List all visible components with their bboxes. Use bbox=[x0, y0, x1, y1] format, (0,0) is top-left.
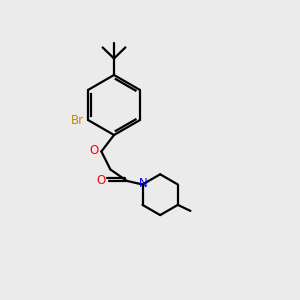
Text: N: N bbox=[139, 177, 148, 190]
Text: Br: Br bbox=[71, 113, 84, 127]
Text: O: O bbox=[89, 144, 98, 158]
Text: O: O bbox=[96, 174, 105, 187]
